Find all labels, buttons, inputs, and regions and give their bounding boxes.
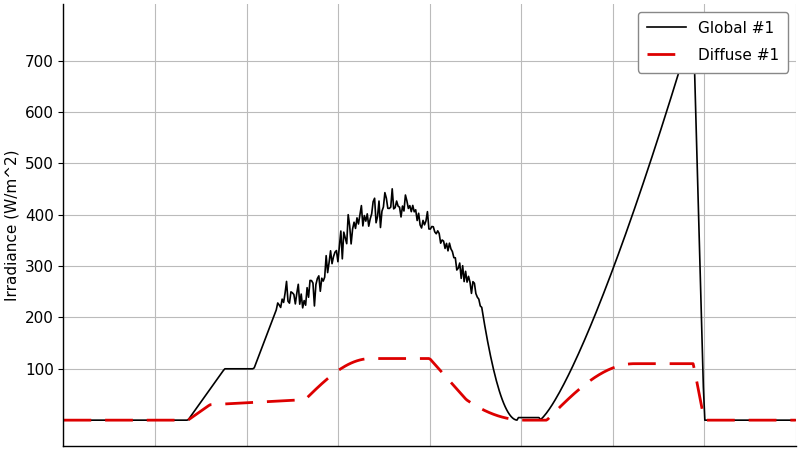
Diffuse #1 [661, 361, 670, 366]
Diffuse #1 [775, 418, 785, 423]
Global #1 [455, 261, 465, 266]
Global #1 [494, 388, 504, 394]
Diffuse #1 [367, 356, 377, 361]
Line: Global #1: Global #1 [63, 25, 796, 420]
Diffuse #1 [58, 418, 68, 423]
Global #1 [58, 418, 68, 423]
Diffuse #1 [412, 356, 422, 361]
Global #1 [775, 418, 785, 423]
Diffuse #1 [456, 391, 466, 396]
Global #1 [659, 118, 669, 123]
Legend: Global #1, Diffuse #1: Global #1, Diffuse #1 [638, 12, 788, 72]
Global #1 [406, 209, 416, 214]
Global #1 [791, 418, 800, 423]
Global #1 [411, 207, 421, 212]
Global #1 [688, 22, 698, 28]
Y-axis label: Irradiance (W/m^2): Irradiance (W/m^2) [4, 149, 19, 301]
Diffuse #1 [496, 414, 506, 419]
Diffuse #1 [791, 418, 800, 423]
Line: Diffuse #1: Diffuse #1 [63, 359, 796, 420]
Diffuse #1 [408, 356, 418, 361]
